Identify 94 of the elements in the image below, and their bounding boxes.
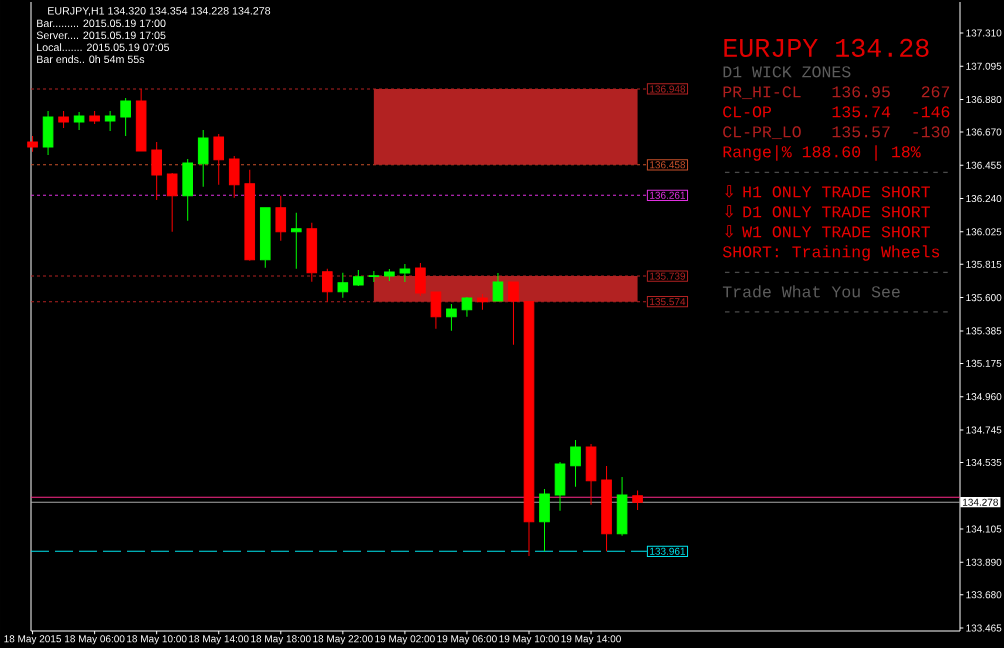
y-tick-label: 134.535 — [966, 458, 1002, 466]
annotation: Range|% 188.60 | 18% — [723, 145, 921, 161]
x-tick-label: 18 May 14:00 — [189, 635, 249, 645]
ref-line-label: 136.458 — [650, 161, 686, 169]
candlestick — [73, 111, 85, 131]
annotation: Bar ends.. 0h 54m 55s — [37, 55, 145, 64]
x-tick-label: 19 May 02:00 — [375, 635, 435, 645]
candlestick — [353, 269, 364, 287]
annotation: D1 WICK ZONES — [723, 66, 851, 78]
y-tick-label: 135.815 — [966, 260, 1002, 268]
annotation: Local....... 2015.05.19 07:05 — [37, 43, 170, 52]
candlestick — [213, 133, 225, 186]
candlestick — [58, 110, 69, 129]
y-tick-label: 134.960 — [966, 393, 1002, 401]
y-tick-label: 133.890 — [966, 558, 1002, 566]
candlestick — [415, 262, 426, 297]
candlestick — [228, 155, 240, 199]
x-tick-label: 18 May 10:00 — [127, 635, 187, 645]
candlestick — [166, 172, 178, 233]
candlestick — [554, 461, 566, 512]
x-tick-label: 18 May 18:00 — [251, 635, 311, 645]
annotation: EURJPY 134.28 — [724, 38, 929, 57]
x-tick-label: 18 May 06:00 — [65, 635, 125, 645]
annotation: Trade What You See — [722, 285, 900, 298]
y-tick-label: 136.455 — [966, 161, 1002, 169]
ref-line-label: 136.261 — [650, 191, 686, 199]
candlestick — [120, 97, 131, 137]
annotation: Bar......... 2015.05.19 17:00 — [37, 19, 166, 28]
candlestick — [523, 300, 535, 557]
ref-line-label: 135.574 — [650, 298, 686, 306]
candlestick — [477, 293, 488, 311]
candlestick — [446, 303, 457, 332]
y-tick-label: 136.880 — [966, 95, 1002, 104]
annotation: ----------------------- — [724, 171, 948, 174]
y-tick-label: 133.680 — [966, 591, 1002, 599]
y-tick-label: 135.175 — [966, 359, 1002, 367]
ref-line-label: 136.948 — [650, 85, 686, 93]
candlestick — [27, 135, 38, 153]
candlestick — [539, 488, 550, 552]
annotation: ⇩ H1 ONLY TRADE SHORT — [725, 185, 930, 198]
candlestick — [384, 268, 395, 282]
y-tick-label: 135.385 — [966, 327, 1002, 335]
candlestick — [275, 195, 287, 242]
candlestick — [197, 129, 209, 188]
x-tick-label: 18 May 2015 — [4, 635, 62, 645]
annotation: PR_HI-CL 136.95 267 — [723, 86, 950, 100]
candlestick — [322, 268, 333, 303]
annotation: ⇩ D1 ONLY TRADE SHORT — [725, 205, 930, 218]
ref-line-label: 134.278 — [963, 498, 998, 506]
candlestick — [570, 439, 581, 488]
y-tick-label: 136.240 — [966, 195, 1002, 203]
y-tick-label: 134.105 — [966, 525, 1002, 533]
y-tick-label: 136.025 — [966, 228, 1002, 236]
annotation: Server.... 2015.05.19 17:05 — [36, 31, 166, 40]
candlestick — [508, 281, 519, 346]
x-tick-label: 18 May 22:00 — [313, 635, 373, 645]
candlestick — [89, 110, 100, 125]
x-tick-label: 19 May 14:00 — [561, 635, 621, 645]
annotation: CL-PR_LO 135.57 -130 — [723, 126, 950, 140]
ref-line-label: 133.961 — [650, 547, 686, 555]
annotation: CL-OP 135.74 -146 — [723, 106, 950, 118]
candlestick — [492, 272, 504, 302]
candlestick — [104, 110, 116, 132]
candlestick — [399, 263, 411, 283]
y-tick-label: 137.310 — [966, 29, 1002, 37]
candlestick — [290, 212, 302, 270]
candlestick — [259, 207, 271, 269]
candlestick — [616, 476, 628, 537]
annotation: SHORT: Training Wheels — [722, 245, 940, 261]
candlestick — [632, 489, 643, 511]
candlestick — [430, 291, 442, 330]
candlestick — [368, 270, 380, 283]
candlestick — [337, 272, 349, 299]
annotation: ----------------------- — [724, 311, 948, 313]
y-tick-label: 133.465 — [966, 624, 1002, 632]
y-tick-label: 134.745 — [966, 426, 1002, 434]
candlestick — [601, 465, 612, 552]
candlestick — [461, 296, 473, 318]
annotation: ⇩ W1 ONLY TRADE SHORT — [725, 225, 930, 238]
candlestick — [42, 110, 54, 156]
y-tick-label: 136.670 — [966, 128, 1002, 136]
candlestick — [306, 222, 318, 283]
annotation: ----------------------- — [724, 271, 948, 274]
x-tick-label: 19 May 10:00 — [499, 635, 559, 645]
candlestick — [135, 88, 147, 152]
chart-title: EURJPY,H1 134.320 134.354 134.228 134.278 — [48, 7, 271, 16]
x-tick-label: 19 May 06:00 — [437, 635, 497, 645]
candlestick — [151, 141, 162, 201]
y-tick-label: 137.095 — [966, 62, 1002, 70]
candlestick — [182, 158, 193, 222]
candlestick — [244, 169, 256, 262]
ref-line-label: 135.739 — [650, 272, 686, 280]
y-tick-label: 135.600 — [966, 294, 1002, 302]
candlestick — [585, 443, 597, 506]
